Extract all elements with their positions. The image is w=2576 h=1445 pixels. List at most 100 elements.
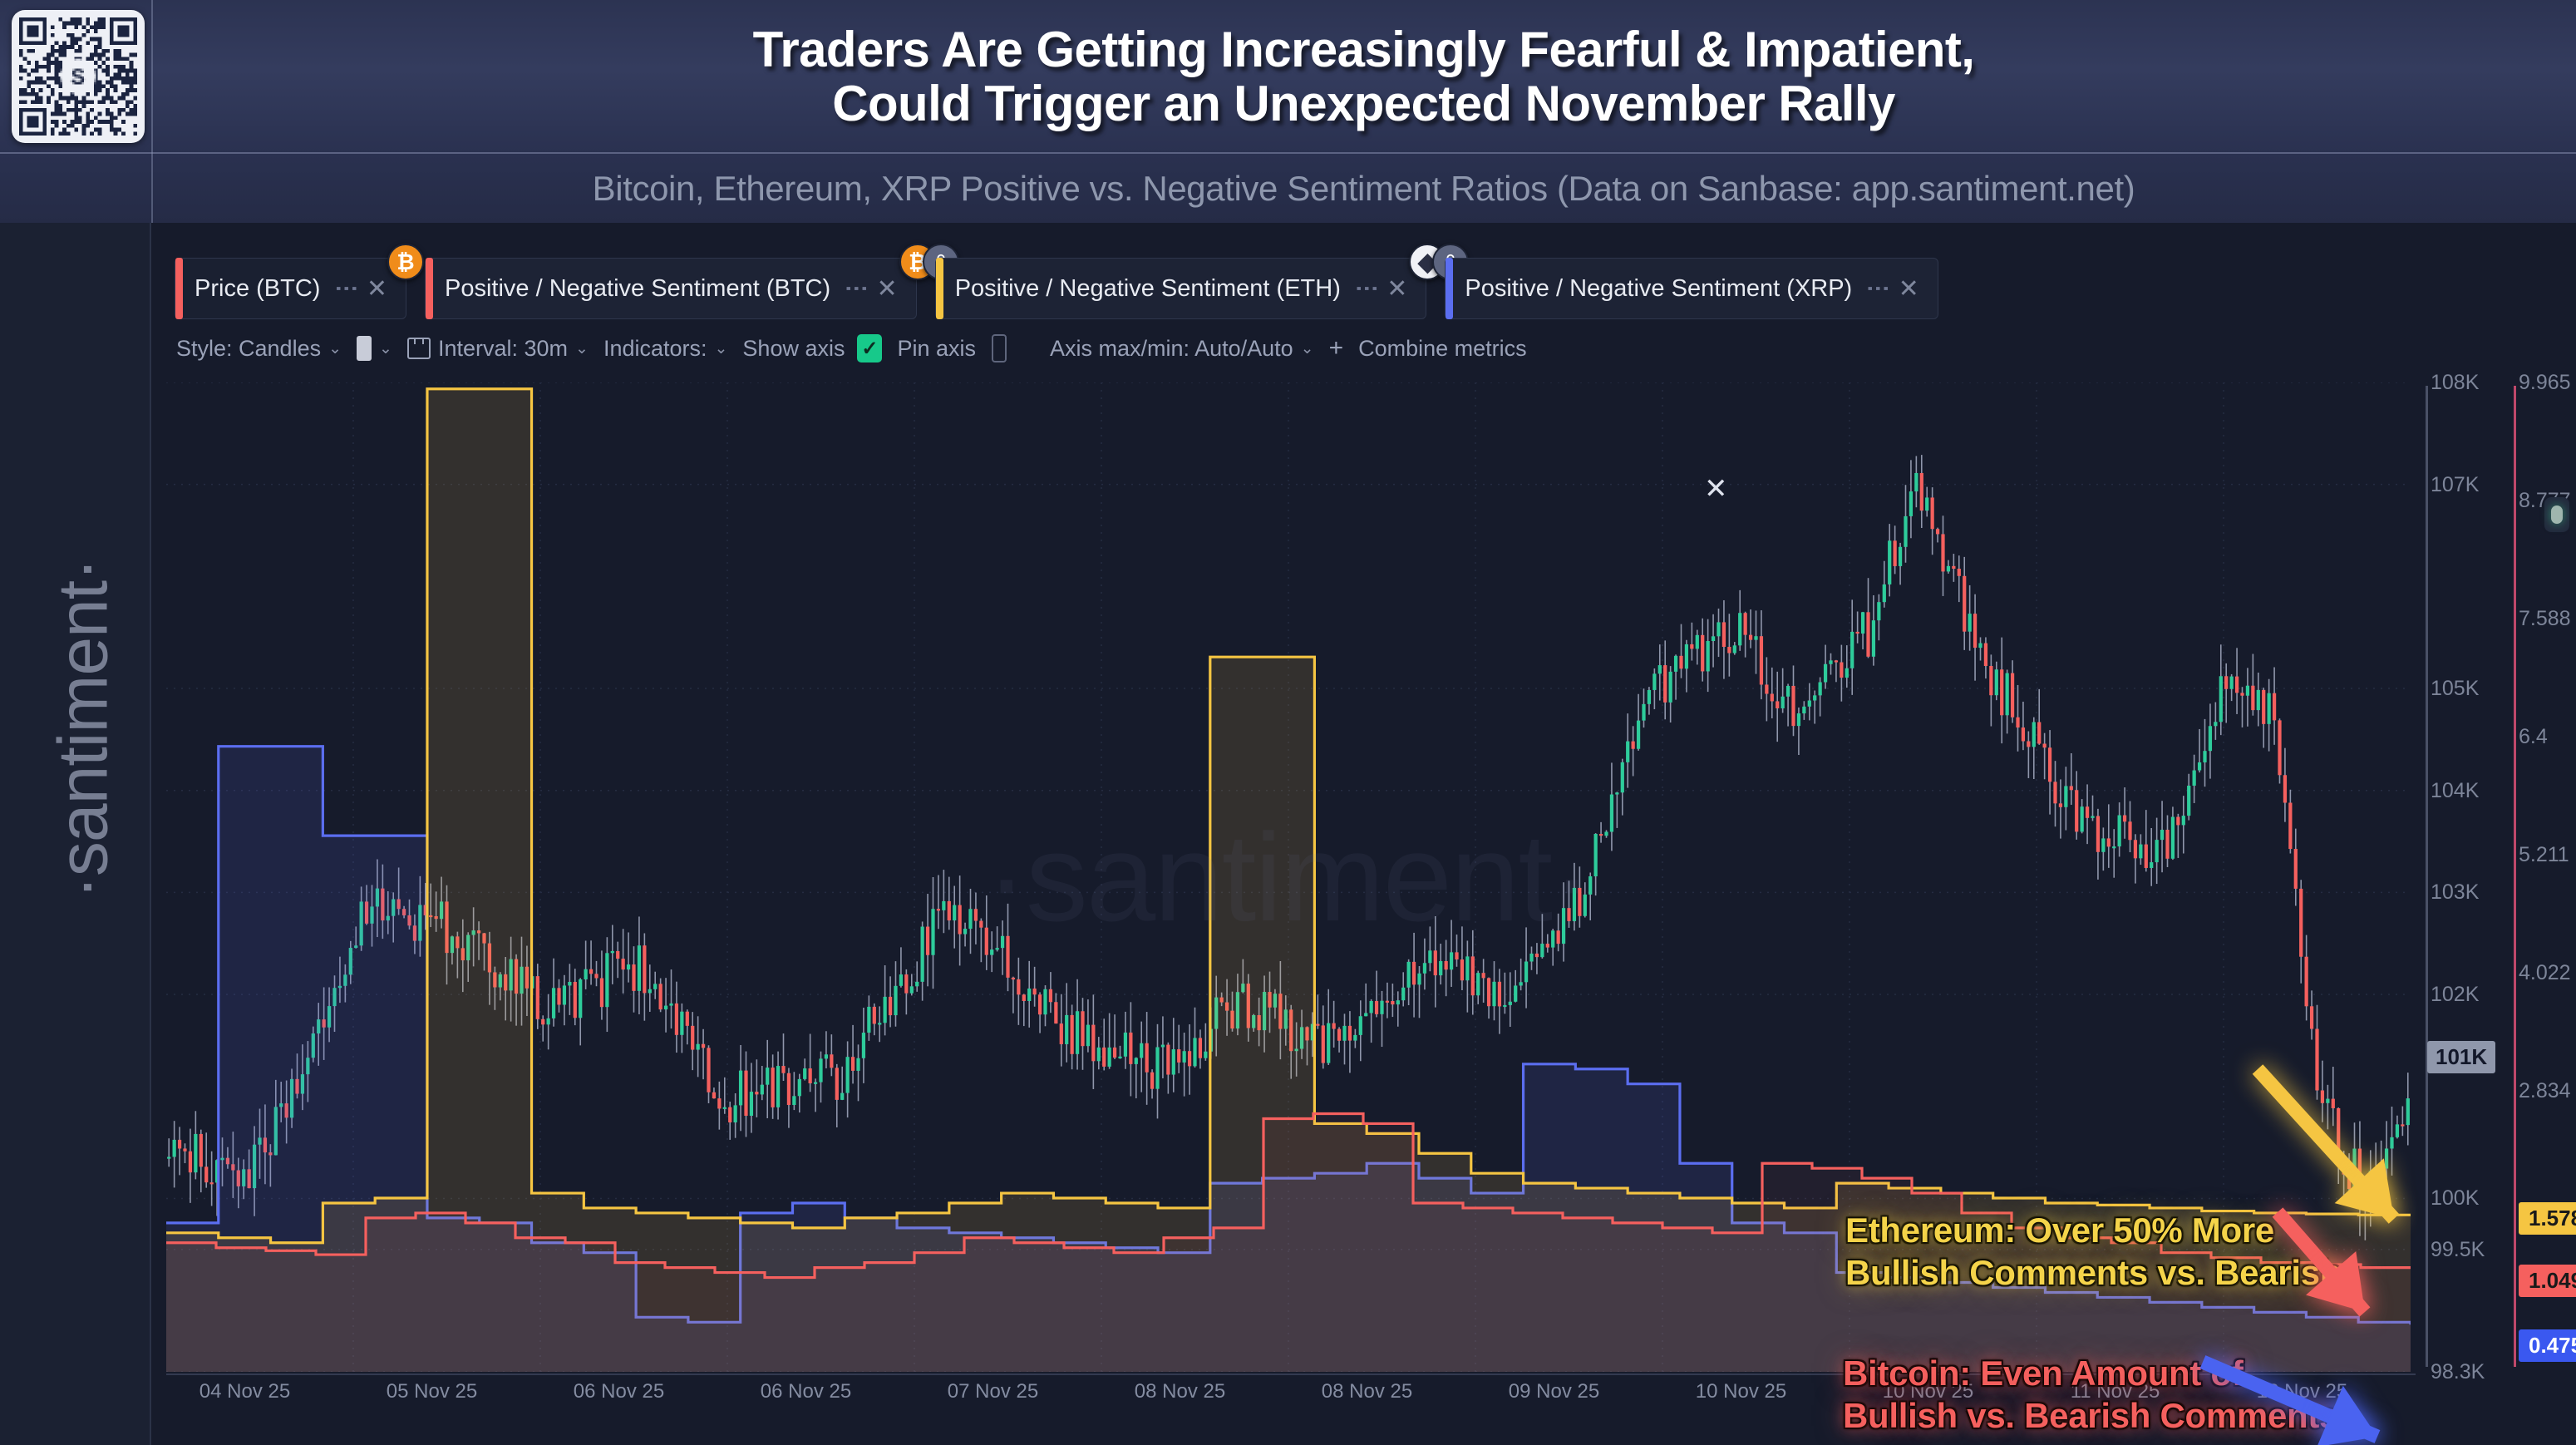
chart-controls-toolbar: Style: Candles ⌄ ⌄ Interval: 30m ⌄ Indic… [176, 331, 1542, 366]
tab-accent-sentiment-xrp [1446, 258, 1454, 319]
x-axis-tick: 10 Nov 25 [1882, 1380, 1974, 1403]
checkmark-icon[interactable]: ✓ [857, 334, 883, 362]
price-axis-tick: 98.3K [2431, 1360, 2485, 1383]
chart-svg [166, 382, 2411, 1372]
interval-label: Interval: 30m [437, 335, 569, 361]
metric-tab-label: Price (BTC) [195, 274, 321, 302]
metric-tab-sentiment-eth[interactable]: Positive / Negative Sentiment (ETH) ⋮ ✕ … [934, 244, 1470, 319]
price-axis-tick: 100K [2431, 1186, 2480, 1211]
metric-tab-label: Positive / Negative Sentiment (XRP) [1465, 274, 1853, 302]
price-axis-tick: 103K [2431, 880, 2480, 905]
price-axis-tick: 105K [2431, 677, 2480, 701]
chevron-down-icon: ⌄ [328, 339, 342, 358]
ratio-value-pill: 1.049 [2519, 1264, 2576, 1297]
tab-menu-icon[interactable]: ⋮ [1865, 277, 1892, 300]
x-axis-tick: 06 Nov 25 [573, 1380, 665, 1403]
close-icon[interactable]: ✕ [366, 274, 387, 303]
header-banner [0, 0, 2576, 154]
close-all-metrics-icon[interactable]: ✕ [1704, 473, 1728, 505]
pin-icon [992, 334, 1007, 362]
chevron-down-icon: ⌄ [714, 339, 728, 358]
x-axis-tick: 04 Nov 25 [199, 1380, 291, 1403]
chart-panel: Price (BTC) ⋮ ✕ ₿ Positive / Negative Se… [151, 223, 2576, 1445]
calendar-icon [406, 338, 431, 359]
x-axis-tick: 07 Nov 25 [947, 1380, 1039, 1403]
price-axis-line [2426, 386, 2428, 1367]
x-axis-tick: 08 Nov 25 [1134, 1380, 1226, 1403]
ratio-axis-tick: 2.834 [2519, 1078, 2571, 1102]
close-icon[interactable]: ✕ [876, 274, 898, 303]
tab-accent-sentiment-eth [935, 258, 943, 319]
ratio-axis-line [2514, 386, 2516, 1367]
show-axis-toggle[interactable]: Show axis ✓ [742, 334, 897, 362]
axis-minmax-label: Axis max/min: Auto/Auto [1050, 335, 1293, 361]
x-axis-tick: 12 Nov 25 [2256, 1380, 2348, 1403]
tab-accent-price-btc [175, 258, 183, 319]
style-selector[interactable]: Style: Candles ⌄ [176, 336, 357, 362]
ratio-axis-tick: 9.965 [2519, 371, 2571, 394]
x-axis-tick: 08 Nov 25 [1321, 1380, 1413, 1403]
pin-axis-label: Pin axis [897, 335, 977, 361]
metric-tab-sentiment-btc[interactable]: Positive / Negative Sentiment (BTC) ⋮ ✕ … [424, 244, 959, 319]
ratio-value-pill: 0.475 [2519, 1329, 2576, 1363]
axis-minmax-selector[interactable]: Axis max/min: Auto/Auto ⌄ [1050, 336, 1329, 362]
ratio-axis-tick: 7.588 [2519, 606, 2571, 630]
x-axis-tick: 11 Nov 25 [2070, 1380, 2160, 1403]
left-rail: ·santiment· [0, 223, 151, 1445]
right-edge-handle[interactable] [2544, 497, 2569, 532]
metric-tab-bar: Price (BTC) ⋮ ✕ ₿ Positive / Negative Se… [175, 244, 1957, 319]
chevron-down-icon: ⌄ [1300, 339, 1314, 358]
combine-metrics-button[interactable]: + Combine metrics [1329, 334, 1542, 362]
tab-menu-icon[interactable]: ⋮ [1354, 277, 1381, 300]
price-axis-tick: 108K [2431, 371, 2480, 394]
combine-metrics-label: Combine metrics [1358, 335, 1527, 361]
show-axis-label: Show axis [742, 335, 845, 361]
color-swatch-icon [357, 336, 372, 361]
chevron-down-icon: ⌄ [379, 339, 392, 358]
color-selector[interactable]: ⌄ [357, 336, 407, 361]
close-icon[interactable]: ✕ [1898, 274, 1919, 303]
ratio-axis-tick: 4.022 [2519, 960, 2571, 984]
tab-menu-icon[interactable]: ⋮ [333, 277, 360, 300]
qr-code-canvas [19, 17, 137, 136]
metric-tab-label: Positive / Negative Sentiment (BTC) [444, 274, 831, 302]
x-axis[interactable]: 04 Nov 25 05 Nov 25 06 Nov 25 06 Nov 25 07 N… [166, 1380, 2411, 1415]
bitcoin-icon: ₿ [387, 244, 424, 280]
header-divider [151, 0, 153, 223]
price-axis-tick: 102K [2431, 983, 2480, 1007]
metric-tab-price-btc[interactable]: Price (BTC) ⋮ ✕ ₿ [175, 244, 424, 319]
x-axis-line [166, 1373, 2416, 1375]
price-y-axis[interactable]: 108K 107K 105K 104K 103K 102K 100K 99.5K 98.3K 10… [2427, 371, 2507, 1383]
indicators-selector[interactable]: Indicators: ⌄ [603, 336, 742, 362]
page-title: Traders Are Getting Increasingly Fearful… [151, 0, 2576, 154]
plus-icon: + [1328, 334, 1344, 362]
tab-menu-icon[interactable]: ⋮ [844, 277, 870, 300]
pin-axis-toggle[interactable]: Pin axis [897, 334, 1022, 362]
interval-selector[interactable]: Interval: 30m ⌄ [406, 335, 603, 362]
x-axis-tick: 06 Nov 25 [760, 1380, 852, 1403]
chevron-down-icon: ⌄ [575, 339, 589, 358]
title-line-1: Traders Are Getting Increasingly Fearful… [752, 21, 1975, 77]
style-label: Style: Candles [176, 335, 322, 361]
price-current-value-pill: 101K [2427, 1040, 2496, 1073]
price-axis-tick: 107K [2431, 472, 2480, 496]
left-watermark: ·santiment· [43, 558, 122, 900]
x-axis-tick: 09 Nov 25 [1508, 1380, 1600, 1403]
metric-tab-label: Positive / Negative Sentiment (ETH) [954, 274, 1341, 302]
qr-code [12, 10, 145, 143]
x-axis-tick: 05 Nov 25 [386, 1380, 478, 1403]
ratio-axis-tick: 6.4 [2519, 724, 2548, 748]
price-axis-tick: 104K [2431, 778, 2480, 802]
x-axis-tick: 10 Nov 25 [1695, 1380, 1787, 1403]
ratio-value-pill: 1.578 [2519, 1201, 2576, 1235]
tab-accent-sentiment-btc [425, 258, 433, 319]
subtitle-banner [0, 154, 2576, 223]
price-axis-tick: 99.5K [2431, 1237, 2485, 1261]
indicators-label: Indicators: [603, 335, 707, 361]
ratio-axis-tick: 5.211 [2519, 842, 2569, 866]
close-icon[interactable]: ✕ [1387, 274, 1408, 303]
metric-tab-sentiment-xrp[interactable]: Positive / Negative Sentiment (XRP) ⋮ ✕ [1445, 258, 1938, 319]
chart-plot-area[interactable]: ·santiment· [166, 382, 2411, 1372]
title-line-2: Could Trigger an Unexpected November Ral… [832, 75, 1895, 131]
page-subtitle: Bitcoin, Ethereum, XRP Positive vs. Nega… [592, 168, 2135, 208]
